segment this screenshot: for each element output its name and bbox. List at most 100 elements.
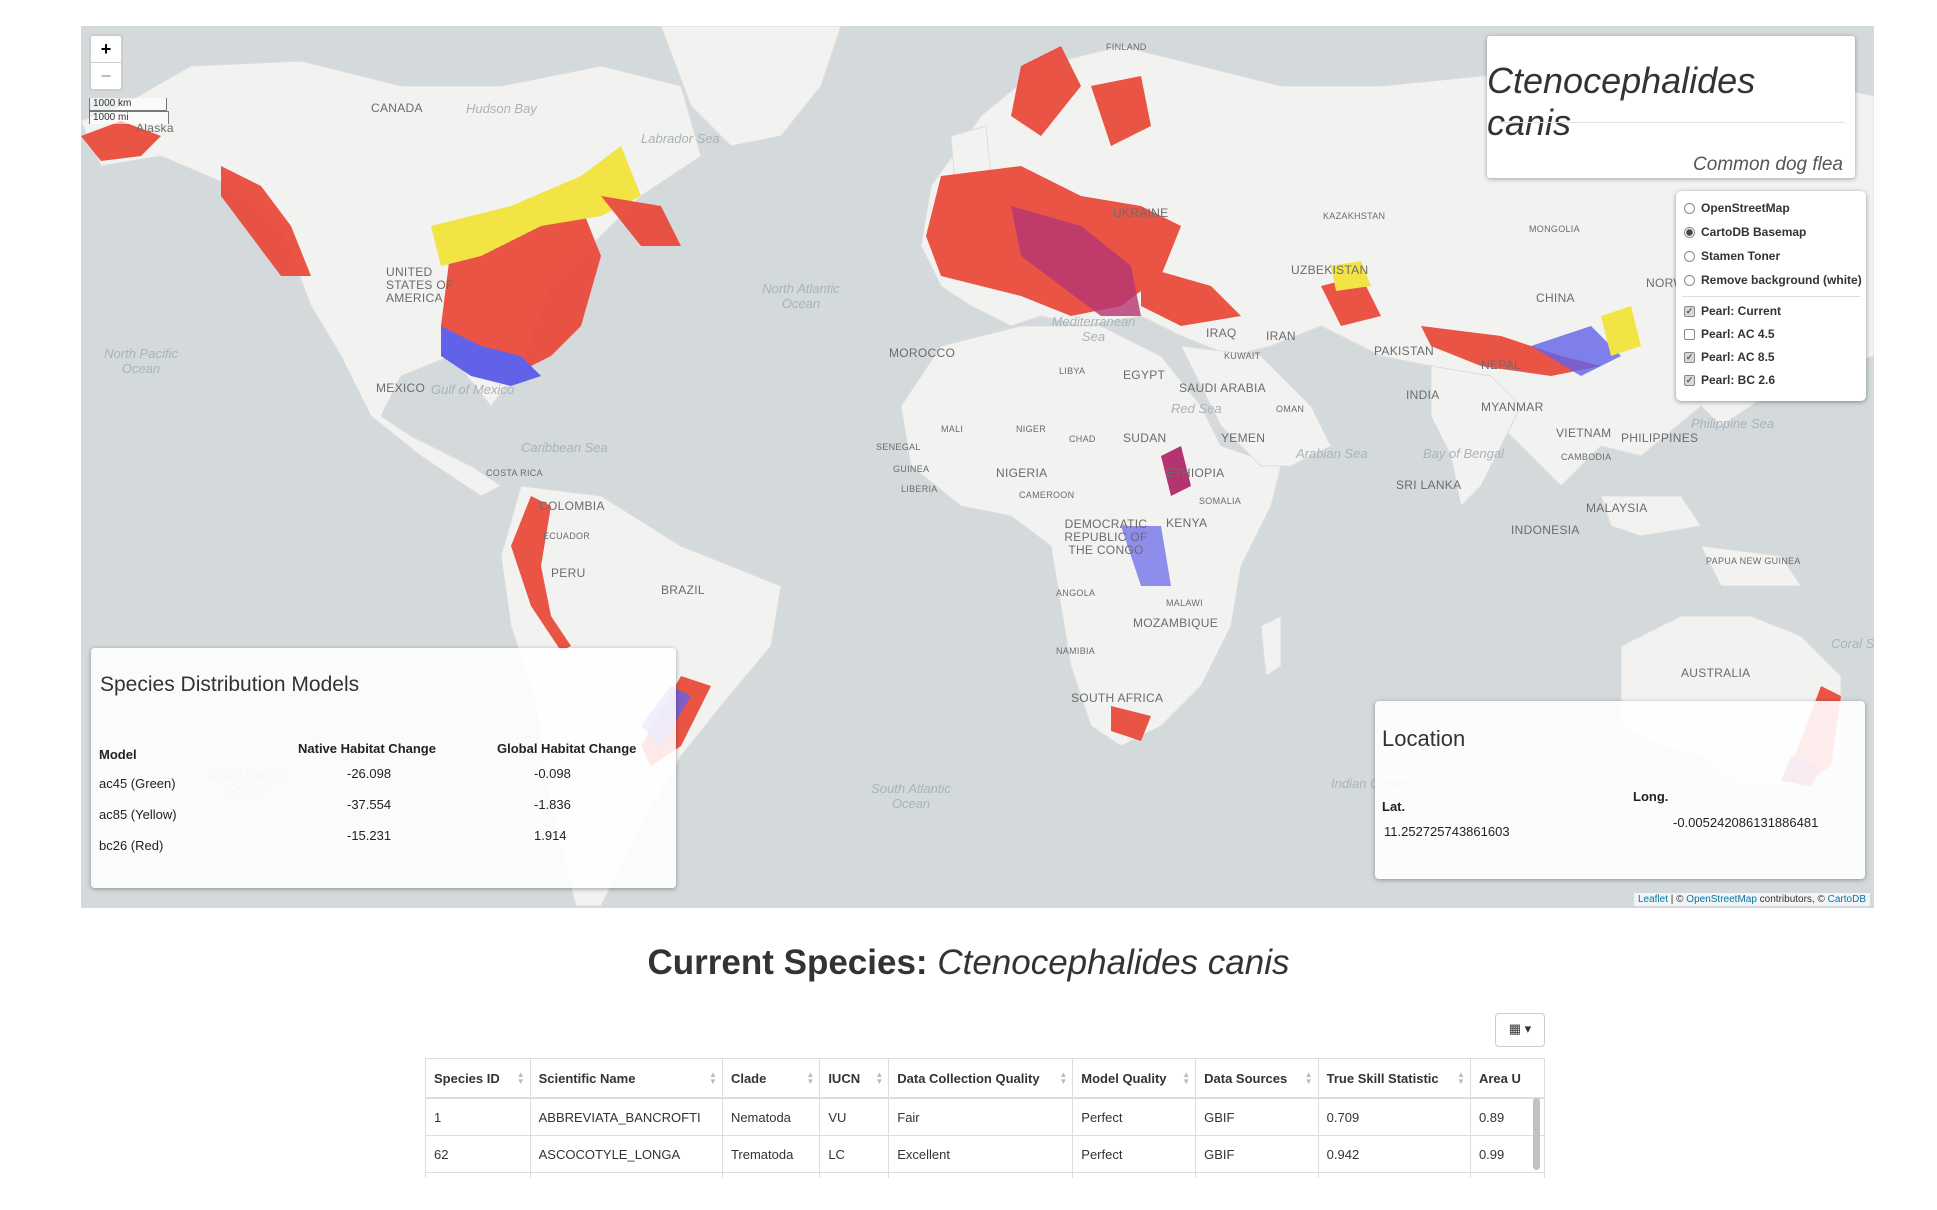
place-label: SOUTH AFRICA bbox=[1071, 691, 1164, 705]
long-value: -0.005242086131886481 bbox=[1673, 815, 1819, 830]
zoom-out-button[interactable]: − bbox=[91, 62, 121, 89]
checkbox[interactable]: ✓ bbox=[1684, 351, 1695, 363]
divider bbox=[1682, 296, 1860, 297]
cartodb-link[interactable]: CartoDB bbox=[1827, 894, 1866, 905]
scale-km: 1000 km bbox=[89, 98, 167, 111]
sdm-model-name: ac85 (Yellow) bbox=[99, 807, 177, 822]
table-scrollbar[interactable] bbox=[1533, 1098, 1540, 1170]
attribution-text: | © bbox=[1667, 894, 1687, 905]
column-header[interactable]: Data Sources ▲ ▼ bbox=[1195, 1058, 1319, 1099]
place-label: FINLAND bbox=[1106, 42, 1147, 52]
table-cell: Perfect bbox=[1072, 1135, 1197, 1173]
overlay-option-pearl-bc26[interactable]: ✓ Pearl: BC 2.6 bbox=[1684, 373, 1775, 387]
basemap-option-remove-background[interactable]: Remove background (white) bbox=[1684, 273, 1862, 287]
openstreetmap-link[interactable]: OpenStreetMap bbox=[1686, 894, 1757, 905]
table-cell: 62 bbox=[425, 1135, 531, 1173]
radio-button[interactable] bbox=[1684, 202, 1695, 214]
sort-icon: ▲ ▼ bbox=[516, 1070, 525, 1086]
column-header[interactable]: Species ID ▲ ▼ bbox=[425, 1058, 531, 1099]
sdm-global-value: -0.098 bbox=[534, 766, 571, 781]
ocean-label: Labrador Sea bbox=[641, 131, 720, 146]
sdm-panel: Species Distribution Models Model Native… bbox=[91, 648, 676, 888]
place-label: MALAYSIA bbox=[1586, 501, 1648, 515]
column-header[interactable]: Scientific Name ▲ ▼ bbox=[529, 1058, 723, 1099]
sdm-header-model: Model bbox=[99, 747, 137, 762]
species-common-name: Common dog flea bbox=[1693, 154, 1843, 175]
place-label: PAPUA NEW GUINEA bbox=[1706, 556, 1801, 566]
column-header[interactable]: Model Quality ▲ ▼ bbox=[1072, 1058, 1197, 1099]
lat-label: Lat. bbox=[1382, 799, 1406, 814]
place-label: SUDAN bbox=[1123, 431, 1167, 445]
table-row[interactable]: 1 ABBREVIATA_BANCROFTI Nematoda VU Fair … bbox=[425, 1097, 1545, 1136]
leaflet-link[interactable]: Leaflet bbox=[1637, 894, 1668, 905]
place-label: UNITED STATES OF AMERICA bbox=[386, 265, 454, 305]
column-header[interactable]: Area U bbox=[1469, 1058, 1545, 1099]
place-label: ANGOLA bbox=[1056, 588, 1096, 598]
place-label: CAMEROON bbox=[1019, 490, 1075, 500]
overlay-label: Pearl: Current bbox=[1701, 304, 1782, 318]
basemap-label: OpenStreetMap bbox=[1701, 201, 1790, 215]
species-table-container[interactable]: Species ID ▲ ▼ Scientific Name ▲ ▼ Clade ▲ ▼ I… bbox=[425, 1058, 1545, 1178]
sort-icon: ▲ ▼ bbox=[1457, 1070, 1465, 1086]
place-label: PHILIPPINES bbox=[1621, 431, 1699, 445]
overlay-option-pearl-current[interactable]: ✓ Pearl: Current bbox=[1684, 304, 1781, 318]
table-cell: GBIF bbox=[1195, 1097, 1319, 1136]
place-label: AUSTRALIA bbox=[1681, 666, 1751, 680]
basemap-label: Stamen Toner bbox=[1701, 249, 1781, 263]
column-header[interactable]: True Skill Statistic ▲ ▼ bbox=[1317, 1058, 1471, 1099]
place-label: CANADA bbox=[371, 101, 423, 115]
overlay-option-pearl-ac45[interactable]: Pearl: AC 4.5 bbox=[1684, 327, 1775, 341]
sort-icon: ▲ ▼ bbox=[1059, 1070, 1068, 1086]
zoom-in-button[interactable]: + bbox=[100, 39, 112, 59]
overlay-label: Pearl: AC 4.5 bbox=[1701, 327, 1775, 341]
place-label: EGYPT bbox=[1123, 368, 1166, 382]
place-label: INDONESIA bbox=[1511, 523, 1580, 537]
place-label: SENEGAL bbox=[876, 442, 921, 452]
sdm-global-value: -1.836 bbox=[534, 797, 571, 812]
basemap-option-openstreetmap[interactable]: OpenStreetMap bbox=[1684, 201, 1790, 215]
table-row[interactable]: 62 ASCOCOTYLE_LONGA Trematoda LC Excelle… bbox=[425, 1135, 1545, 1173]
place-label: CHINA bbox=[1536, 291, 1575, 305]
sdm-title: Species Distribution Models bbox=[100, 673, 360, 696]
column-header[interactable]: IUCN ▲ ▼ bbox=[819, 1058, 890, 1099]
radio-button[interactable] bbox=[1684, 250, 1695, 262]
ocean-label: Red Sea bbox=[1171, 401, 1222, 416]
ocean-label: Gulf of Mexico bbox=[431, 382, 515, 397]
checkbox[interactable] bbox=[1684, 328, 1695, 340]
overlay-label: Pearl: AC 8.5 bbox=[1701, 350, 1775, 364]
column-header[interactable]: Clade ▲ ▼ bbox=[721, 1058, 821, 1099]
checkbox[interactable]: ✓ bbox=[1684, 374, 1695, 386]
ocean-label: Coral Sea bbox=[1831, 636, 1874, 651]
place-label: COLOMBIA bbox=[539, 499, 605, 513]
scale-mi: 1000 mi bbox=[89, 111, 169, 124]
basemap-option-stamen-toner[interactable]: Stamen Toner bbox=[1684, 249, 1780, 263]
sdm-native-value: -26.098 bbox=[347, 766, 392, 781]
columns-toggle-button[interactable]: ▦ ▾ bbox=[1495, 1013, 1545, 1047]
table-cell: Fair bbox=[888, 1097, 1074, 1136]
table-row[interactable] bbox=[425, 1172, 1545, 1178]
location-title: Location bbox=[1382, 726, 1466, 751]
ocean-label: Arabian Sea bbox=[1296, 446, 1368, 461]
radio-button[interactable] bbox=[1684, 226, 1695, 238]
place-label: UZBEKISTAN bbox=[1291, 263, 1369, 277]
place-label: ETHIOPIA bbox=[1166, 466, 1225, 480]
table-cell: 0.709 bbox=[1317, 1097, 1471, 1136]
map-view[interactable]: CANADA Alaska Hudson Bay Labrador Sea UN… bbox=[81, 26, 1874, 908]
place-label: MEXICO bbox=[376, 381, 426, 395]
page-title: Current Species: Ctenocephalides canis bbox=[0, 943, 1937, 983]
checkbox[interactable]: ✓ bbox=[1684, 305, 1695, 317]
place-label: GUINEA bbox=[893, 464, 930, 474]
place-label: NEPAL bbox=[1481, 358, 1521, 372]
place-label: CHAD bbox=[1069, 434, 1096, 444]
column-header[interactable]: Data Collection Quality ▲ ▼ bbox=[888, 1058, 1074, 1099]
overlay-option-pearl-ac85[interactable]: ✓ Pearl: AC 8.5 bbox=[1684, 350, 1775, 364]
place-label: COSTA RICA bbox=[486, 468, 543, 478]
lat-value: 11.252725743861603 bbox=[1384, 824, 1510, 839]
basemap-option-cartodb[interactable]: CartoDB Basemap bbox=[1684, 225, 1806, 239]
sdm-native-value: -37.554 bbox=[347, 797, 392, 812]
radio-button[interactable] bbox=[1684, 274, 1695, 286]
sdm-native-value: -15.231 bbox=[347, 828, 392, 843]
table-cell: GBIF bbox=[1195, 1135, 1319, 1173]
species-scientific-name: Ctenocephalides canis bbox=[1487, 60, 1756, 143]
place-label: KUWAIT bbox=[1224, 351, 1261, 361]
